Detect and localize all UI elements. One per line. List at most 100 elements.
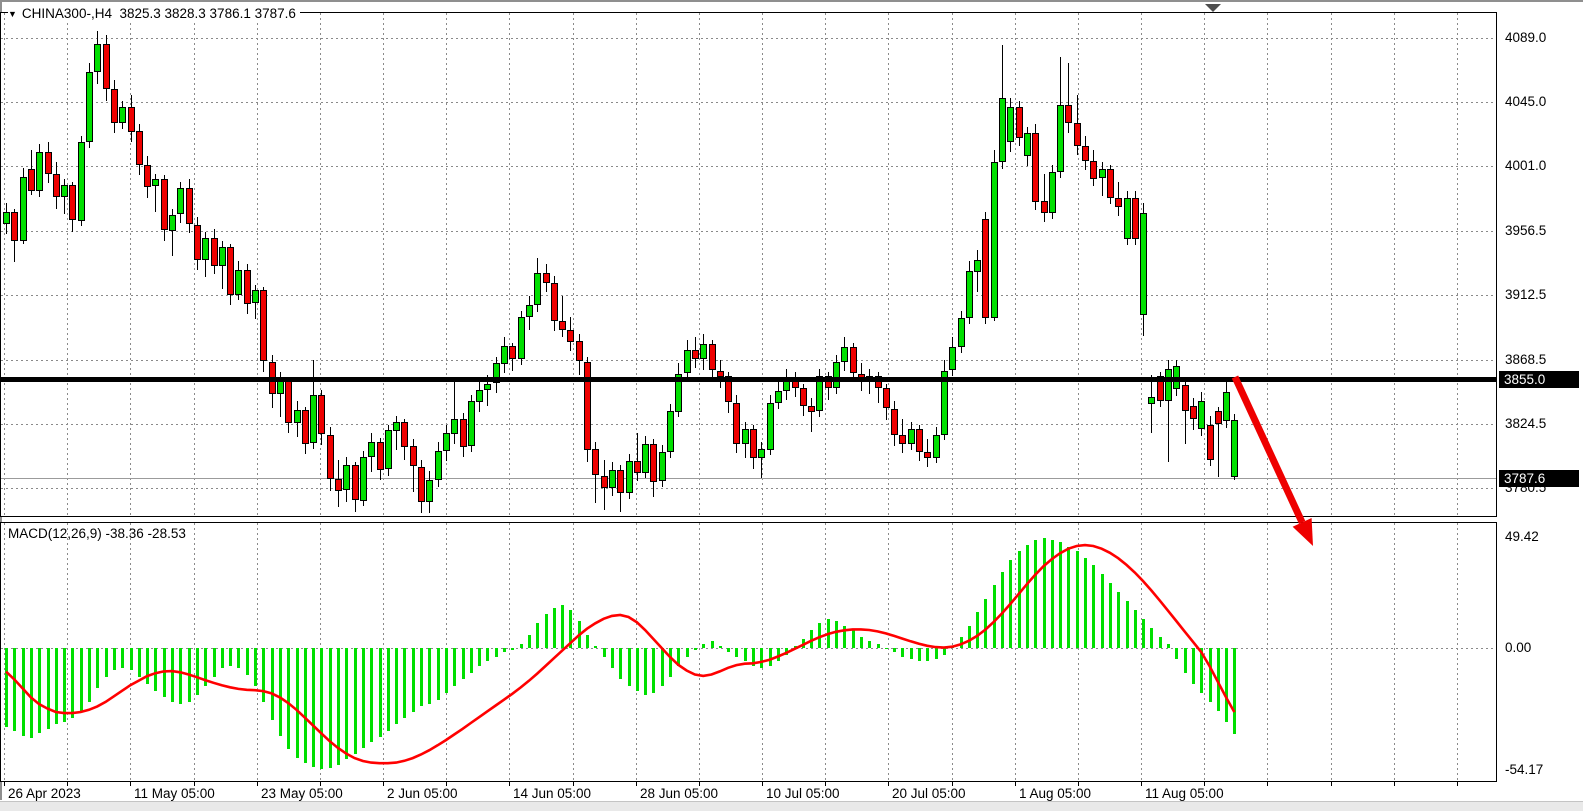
price-vertical-gridline — [130, 13, 131, 516]
candle-body — [634, 461, 641, 473]
macd-histogram-bar — [387, 648, 390, 731]
macd-histogram-bar — [877, 644, 880, 648]
macd-histogram-bar — [868, 641, 871, 648]
macd-vertical-gridline — [67, 523, 68, 781]
candle-body — [136, 131, 143, 165]
time-tick — [1457, 782, 1458, 786]
candle-body — [1057, 105, 1064, 172]
candle-body — [684, 350, 691, 373]
macd-histogram-bar — [237, 648, 240, 668]
macd-vertical-gridline — [509, 523, 510, 781]
candle-body — [775, 391, 782, 403]
price-vertical-gridline — [446, 13, 447, 516]
macd-histogram-bar — [1233, 648, 1236, 734]
candle-wick — [1151, 375, 1152, 433]
macd-histogram-bar — [320, 648, 323, 769]
candle-wick — [761, 442, 762, 478]
candle-body — [800, 388, 807, 406]
time-tick — [509, 782, 510, 786]
candle-body — [468, 401, 475, 446]
candle-body — [186, 188, 193, 224]
macd-vertical-gridline — [1015, 523, 1016, 781]
price-horizontal-gridline — [1, 488, 1496, 489]
time-tick — [1394, 782, 1395, 786]
candle-body — [1016, 107, 1023, 138]
macd-histogram-bar — [545, 614, 548, 648]
time-axis[interactable]: 26 Apr 2023 11 May 05:00 23 May 05:00 2 Jun… — [0, 782, 1497, 802]
macd-vertical-gridline — [1394, 523, 1395, 781]
candle-body — [252, 290, 259, 303]
quote-header: ▼ CHINA300-,H4 3825.3 3828.3 3786.1 3787.… — [8, 6, 300, 21]
candle-body — [659, 452, 666, 481]
time-label: 14 Jun 05:00 — [513, 786, 592, 801]
candle-body — [476, 390, 483, 402]
candle-body — [750, 429, 757, 458]
time-tick — [825, 782, 826, 786]
macd-histogram-bar — [22, 648, 25, 736]
time-label: 1 Aug 05:00 — [1019, 786, 1092, 801]
macd-vertical-gridline — [1457, 523, 1458, 781]
candle-body — [202, 238, 209, 260]
macd-histogram-bar — [47, 648, 50, 729]
macd-histogram-bar — [968, 626, 971, 648]
macd-axis[interactable]: 49.42 0.00 -54.17 — [1497, 522, 1583, 782]
candle-body — [343, 465, 350, 490]
price-vertical-gridline — [257, 13, 258, 516]
macd-histogram-bar — [1109, 583, 1112, 648]
macd-histogram-bar — [520, 644, 523, 648]
price-vertical-gridline — [1015, 13, 1016, 516]
candle-body — [883, 388, 890, 408]
macd-zero-gridline — [1, 648, 1496, 649]
candle-body — [1148, 397, 1155, 404]
candle-body — [592, 449, 599, 475]
time-tick — [636, 782, 637, 786]
candle-body — [69, 185, 76, 220]
candle-body — [1215, 411, 1222, 424]
support-price-badge: 3855.0 — [1499, 371, 1579, 388]
macd-vertical-gridline — [1267, 523, 1268, 781]
macd-vertical-gridline — [4, 523, 5, 781]
macd-histogram-bar — [246, 648, 249, 675]
horizontal-support-line[interactable] — [1, 377, 1496, 382]
candle-body — [1223, 392, 1230, 421]
macd-histogram-bar — [669, 648, 672, 677]
macd-histogram-bar — [395, 648, 398, 724]
candle-body — [1065, 105, 1072, 123]
candle-body — [1124, 198, 1131, 239]
macd-histogram-bar — [254, 648, 257, 686]
price-tick-label: 3912.5 — [1505, 287, 1547, 302]
macd-histogram-bar — [262, 648, 265, 702]
candle-body — [3, 212, 10, 224]
bottom-strip — [0, 801, 1583, 811]
time-tick — [383, 782, 384, 786]
price-axis[interactable]: 4089.0 4045.0 4001.0 3956.5 3912.5 3868.5 3824… — [1497, 12, 1583, 517]
macd-histogram-bar — [55, 648, 58, 724]
candle-body — [567, 330, 574, 342]
candle-body — [982, 219, 989, 318]
macd-histogram-bar — [503, 648, 506, 652]
candle-body — [194, 225, 201, 260]
macd-histogram-bar — [1217, 648, 1220, 711]
macd-histogram-bar — [30, 648, 33, 738]
macd-histogram-bar — [1175, 648, 1178, 659]
candle-body — [401, 422, 408, 447]
macd-histogram-bar — [71, 648, 74, 718]
candle-body — [733, 403, 740, 444]
macd-histogram-bar — [486, 648, 489, 661]
time-tick — [320, 782, 321, 786]
candle-body — [758, 449, 765, 458]
candle-wick — [562, 296, 563, 337]
time-tick — [67, 782, 68, 786]
candle-body — [692, 350, 699, 359]
macd-histogram-bar — [777, 648, 780, 661]
macd-histogram-bar — [1026, 545, 1029, 648]
macd-histogram-bar — [893, 648, 896, 652]
candle-body — [61, 185, 68, 197]
macd-vertical-gridline — [1204, 523, 1205, 781]
time-tick — [762, 782, 763, 786]
macd-indicator-area[interactable] — [1, 523, 1496, 781]
macd-histogram-bar — [719, 646, 722, 648]
candle-body — [36, 152, 43, 191]
macd-histogram-bar — [1126, 601, 1129, 648]
chart-shift-marker-icon[interactable] — [1205, 4, 1221, 12]
